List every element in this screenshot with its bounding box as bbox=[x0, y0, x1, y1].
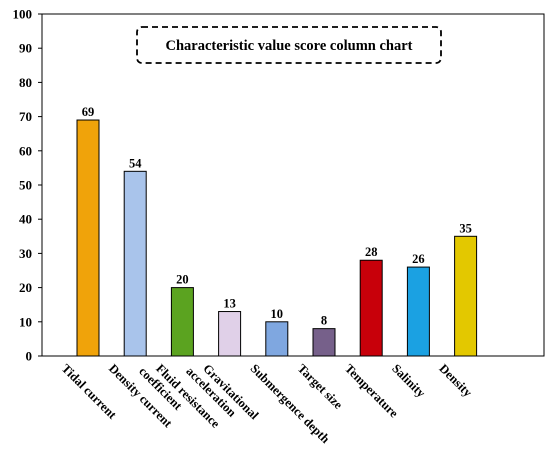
bar bbox=[123, 170, 147, 357]
y-tick-label: 10 bbox=[19, 314, 32, 329]
y-tick-label: 80 bbox=[19, 75, 32, 90]
data-label: 26 bbox=[412, 252, 425, 266]
x-category-label-line: Salinity bbox=[389, 361, 428, 400]
data-label: 54 bbox=[129, 156, 142, 170]
y-tick-label: 50 bbox=[19, 178, 32, 193]
y-tick-label: 90 bbox=[19, 41, 32, 56]
data-label: 8 bbox=[321, 314, 327, 328]
x-category-label: Density bbox=[436, 361, 475, 400]
data-label: 28 bbox=[365, 245, 378, 259]
x-category-label-line: Density bbox=[436, 361, 475, 400]
data-label: 35 bbox=[459, 221, 472, 235]
data-label: 20 bbox=[176, 273, 189, 287]
x-category-label: Salinity bbox=[389, 361, 428, 400]
x-category-label: Submergence depth bbox=[248, 361, 333, 446]
data-label: 13 bbox=[223, 297, 236, 311]
y-tick-label: 30 bbox=[19, 246, 32, 261]
y-tick-label: 70 bbox=[19, 109, 32, 124]
y-tick-label: 60 bbox=[19, 143, 32, 158]
bar bbox=[406, 266, 430, 357]
bar bbox=[454, 235, 478, 357]
bar bbox=[312, 328, 336, 357]
y-tick-label: 20 bbox=[19, 280, 32, 295]
data-label: 69 bbox=[82, 105, 95, 119]
bar bbox=[170, 287, 194, 357]
bar bbox=[218, 311, 242, 357]
x-category-label-line: Target size bbox=[295, 361, 346, 412]
bar bbox=[265, 321, 289, 357]
bar bbox=[76, 119, 100, 357]
x-category-label-line: Submergence depth bbox=[248, 361, 333, 446]
chart-title: Characteristic value score column chart bbox=[166, 38, 413, 54]
y-tick-label: 0 bbox=[26, 349, 33, 364]
y-tick-label: 100 bbox=[13, 7, 33, 22]
bar bbox=[359, 259, 383, 357]
title-box bbox=[136, 26, 442, 64]
x-category-label: Target size bbox=[295, 361, 346, 412]
data-label: 10 bbox=[271, 307, 284, 321]
y-tick-label: 40 bbox=[19, 212, 32, 227]
